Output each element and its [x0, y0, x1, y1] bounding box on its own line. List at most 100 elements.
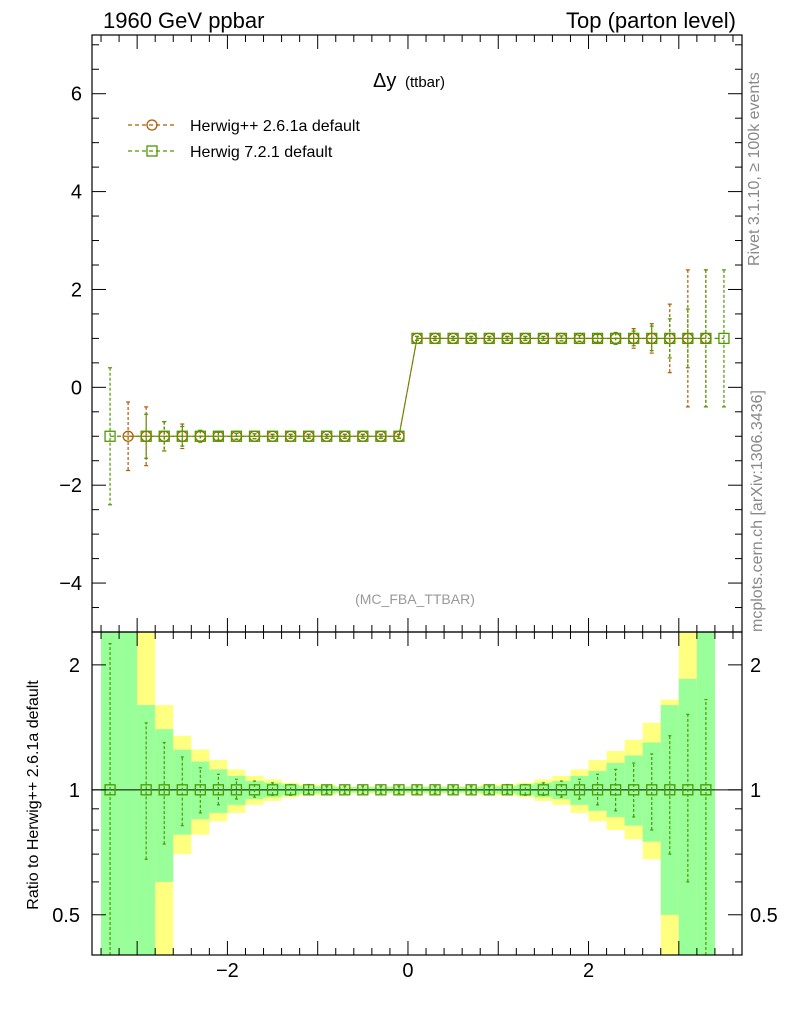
point-square — [700, 332, 712, 345]
point-square — [465, 332, 477, 345]
point-square — [483, 332, 495, 345]
point-square — [140, 430, 152, 442]
ratio-band-green — [660, 705, 679, 915]
ratio-frame — [91, 631, 743, 956]
ratio-point-square — [339, 784, 351, 796]
y-tick-label: 4 — [71, 182, 82, 204]
point-square — [248, 430, 261, 442]
ratio-band-green — [678, 678, 697, 955]
ratio-y-tick-label-left: 0.5 — [52, 905, 80, 927]
point-square — [573, 332, 586, 345]
axes-layer: −2 0 2 −4 −2 0 2 4 6 0.5 0.5 1 1 2 2 — [52, 34, 778, 982]
ratio-point-square — [447, 784, 459, 796]
ratio-y-tick-label-right: 2 — [750, 655, 761, 677]
point-square — [682, 332, 694, 345]
ratio-point-square — [555, 784, 568, 796]
point-square — [537, 332, 550, 345]
ratio-point-square — [321, 784, 333, 796]
ratio-y-axis-label: Ratio to Herwig++ 2.6.1a default — [25, 680, 42, 910]
legend-marker-circle — [146, 119, 158, 131]
ratio-panel-layer — [92, 632, 742, 955]
ratio-band-green — [588, 771, 607, 811]
ratio-band-green — [227, 775, 246, 805]
ratio-point-square — [628, 784, 640, 796]
ratio-point-square — [248, 784, 261, 796]
point-square — [591, 332, 604, 345]
point-square — [646, 332, 658, 345]
x-tick-label: 2 — [583, 960, 594, 982]
series-line-0 — [128, 337, 706, 437]
ratio-point-square — [429, 784, 441, 796]
y-tick-label: 6 — [71, 84, 82, 106]
ratio-point-square — [591, 784, 604, 796]
ratio-band-green — [155, 729, 174, 882]
ratio-point-square — [176, 784, 188, 796]
ratio-band-green — [570, 775, 589, 805]
legend-label: Herwig++ 2.6.1a default — [190, 118, 360, 135]
ratio-band-green — [173, 749, 192, 835]
ratio-y-tick-label-right: 0.5 — [750, 905, 778, 927]
y-tick-label: 0 — [71, 377, 82, 399]
point-square — [176, 430, 188, 442]
ratio-point-square — [266, 784, 279, 796]
watermark: (MC_FBA_TTBAR) — [355, 591, 475, 607]
point-square — [357, 430, 369, 442]
point-square — [230, 430, 243, 442]
point-square — [284, 430, 297, 442]
ratio-point-square — [411, 784, 423, 796]
ratio-band-green — [209, 769, 228, 813]
point-square — [212, 430, 225, 442]
legend-marker-square — [146, 145, 158, 157]
ratio-point-square — [194, 784, 206, 796]
main-panel-layer — [104, 269, 730, 506]
legend: Herwig++ 2.6.1a default Herwig 7.2.1 defa… — [128, 118, 360, 161]
point-square — [718, 332, 730, 345]
ratio-y-tick-label-left: 1 — [69, 780, 80, 802]
point-square — [375, 430, 387, 442]
ratio-point-square — [573, 784, 586, 796]
y-tick-label: −2 — [59, 475, 82, 497]
ratio-point-square — [537, 784, 550, 796]
header-right: Top (parton level) — [566, 8, 736, 33]
point-square — [664, 332, 676, 345]
ratio-point-square — [212, 784, 225, 796]
point-square — [194, 430, 206, 442]
point-square — [321, 430, 333, 442]
ratio-point-square — [700, 784, 712, 796]
point-square — [393, 430, 405, 442]
x-tick-label: −2 — [216, 960, 239, 982]
point-square — [555, 332, 568, 345]
ratio-band-green — [137, 705, 156, 955]
legend-label: Herwig 7.2.1 default — [190, 144, 333, 161]
point-square — [501, 332, 513, 345]
point-square — [628, 332, 640, 345]
ratio-point-square — [682, 784, 694, 796]
point-square — [519, 332, 531, 345]
ratio-y-tick-label-left: 2 — [69, 655, 80, 677]
x-tick-label: 0 — [402, 960, 413, 982]
ratio-point-square — [646, 784, 658, 796]
ratio-point-square — [158, 784, 170, 796]
point-square — [158, 430, 170, 442]
ratio-point-square — [375, 784, 387, 796]
ratio-point-square — [230, 784, 243, 796]
ratio-point-square — [303, 784, 315, 796]
y-tick-label: 2 — [71, 279, 82, 301]
ratio-y-tick-label-right: 1 — [750, 780, 761, 802]
ratio-point-square — [284, 784, 297, 796]
point-square — [609, 332, 622, 345]
ratio-point-square — [140, 784, 152, 796]
ratio-point-square — [664, 784, 676, 796]
point-square — [266, 430, 279, 442]
point-square — [447, 332, 459, 345]
ratio-band-green — [119, 632, 138, 955]
point-square — [429, 332, 441, 345]
ratio-point-square — [483, 784, 495, 796]
ratio-point-square — [519, 784, 531, 796]
point-square — [411, 332, 423, 345]
main-title: Δy — [373, 70, 396, 92]
ratio-point-square — [393, 784, 405, 796]
series-line-1 — [110, 337, 724, 437]
header-left: 1960 GeV ppbar — [103, 8, 265, 33]
